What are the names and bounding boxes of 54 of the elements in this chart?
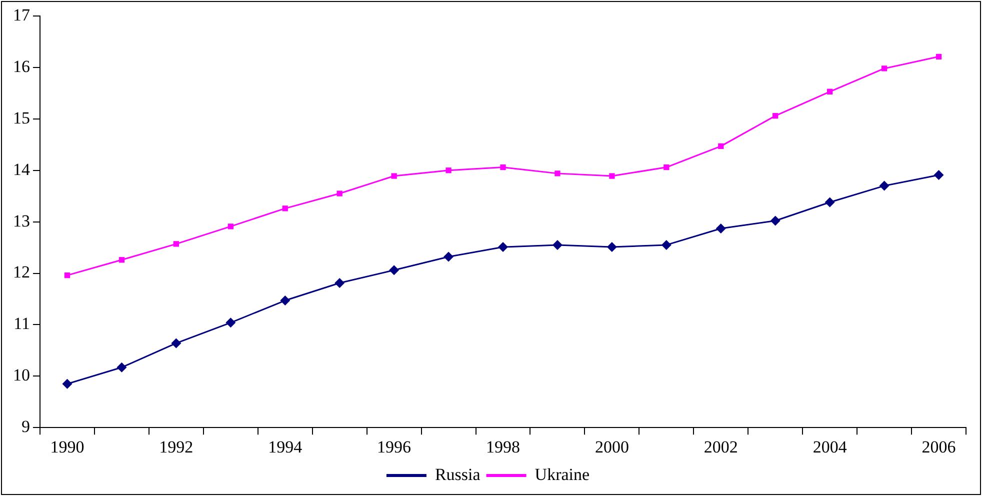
x-tick-label: 2006 [922,437,956,456]
y-tick-label: 14 [13,160,30,179]
x-tick-label: 1994 [268,437,303,456]
point [391,173,397,179]
point [498,242,508,252]
point [444,252,454,262]
point [62,378,72,389]
point [718,143,724,149]
point [389,265,400,276]
point [552,240,562,250]
x-tick-label: 2004 [812,437,848,456]
y-tick-label: 9 [22,417,30,436]
y-tick-label: 17 [13,5,30,24]
point [716,223,726,234]
y-tick-label: 11 [14,314,30,334]
point [770,216,780,226]
point [171,338,182,348]
point [661,240,672,250]
x-tick-label: 1992 [159,437,194,456]
x-tick-label: 2000 [594,437,629,456]
x-tick-label: 1990 [50,437,84,456]
point [280,296,290,306]
point [664,164,670,170]
point [824,197,835,208]
y-tick-label: 15 [13,108,30,128]
point [64,272,70,278]
point [936,54,942,60]
point [500,164,506,170]
point [334,278,345,288]
point [173,241,180,247]
y-tick-label: 10 [13,366,30,385]
point [606,242,617,252]
legend-label: Russia [434,464,481,484]
point [336,190,342,196]
x-tick-label: 1998 [486,437,520,456]
y-tick-label: 12 [13,262,30,282]
y-tick-label: 13 [13,211,30,230]
point [826,88,833,94]
point [879,180,890,191]
point [881,66,888,72]
point [934,170,944,180]
point [446,168,452,174]
point [118,257,125,263]
x-tick-label: 1996 [377,437,412,456]
x-tick-label: 2002 [704,437,738,456]
point [554,170,560,176]
point [226,318,236,328]
point [772,112,778,119]
y-tick-label: 16 [13,56,30,76]
point [282,206,288,212]
point [116,362,127,372]
point [609,173,615,179]
legend-label: Ukraine [534,464,590,484]
point [228,224,234,230]
